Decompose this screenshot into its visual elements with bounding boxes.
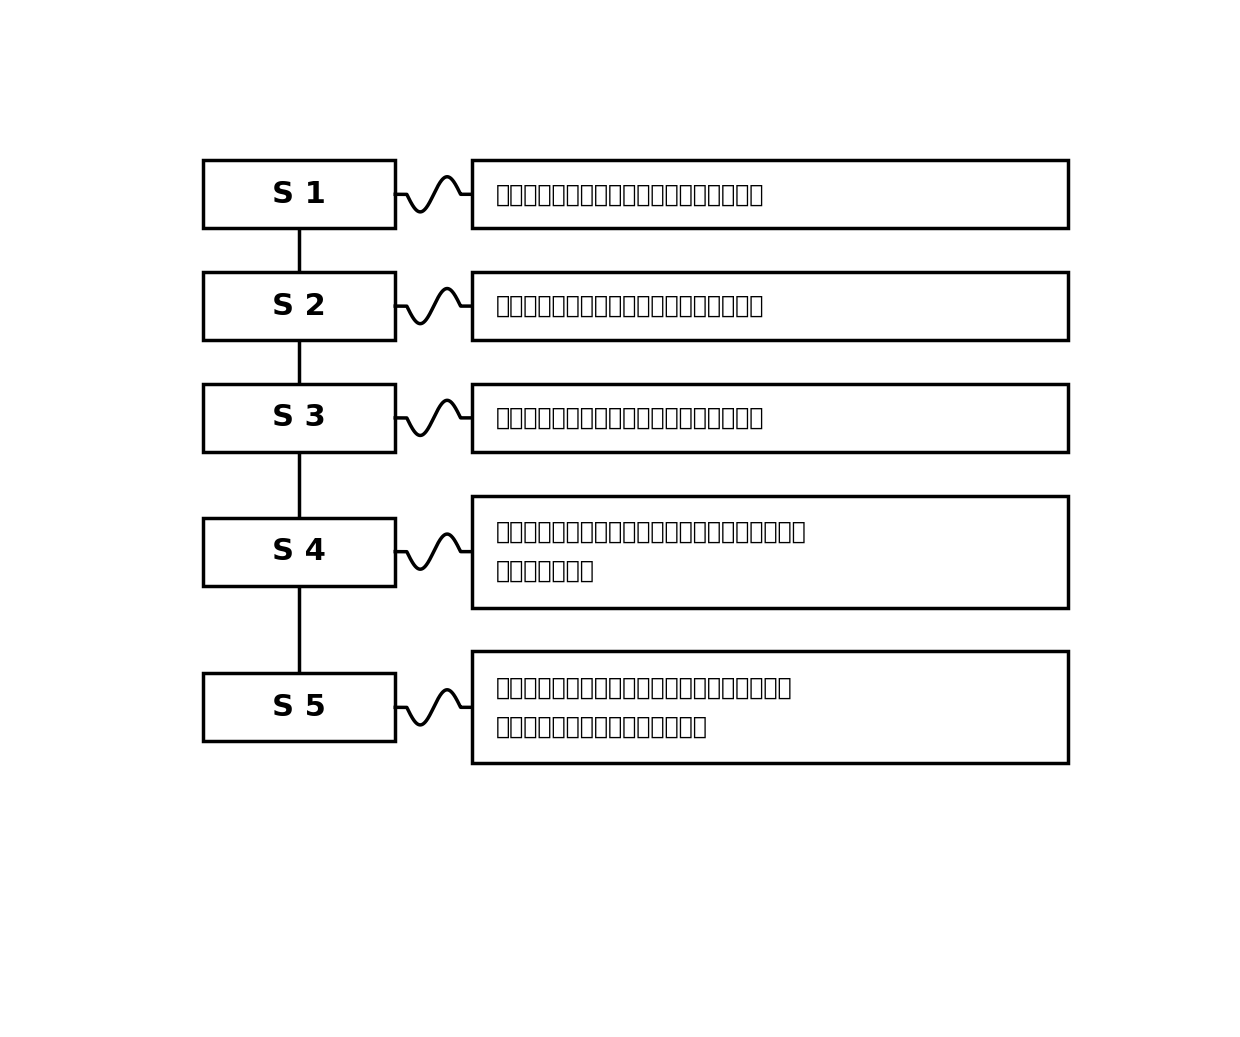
Text: S 5: S 5 [273, 693, 326, 722]
FancyBboxPatch shape [472, 496, 1068, 608]
FancyBboxPatch shape [472, 161, 1068, 228]
FancyBboxPatch shape [203, 384, 396, 452]
FancyBboxPatch shape [472, 384, 1068, 452]
Text: 通过所述光圈内的弧线显示方向，判断偏光片轴
向，弧线所指方向即为偏光片轴向: 通过所述光圈内的弧线显示方向，判断偏光片轴 向，弧线所指方向即为偏光片轴向 [496, 676, 792, 739]
Text: S 1: S 1 [273, 179, 326, 208]
FancyBboxPatch shape [472, 272, 1068, 340]
FancyBboxPatch shape [203, 272, 396, 340]
Text: 观察所述水晶球内部，所述水晶球内部有光圈，所
述光圈内有弧线: 观察所述水晶球内部，所述水晶球内部有光圈，所 述光圈内有弧线 [496, 520, 807, 583]
Text: 将所述水晶球工位设于所述偏光片工位上方: 将所述水晶球工位设于所述偏光片工位上方 [496, 405, 765, 430]
Text: 设置背光源工位、水晶球工位及偏光片工位: 设置背光源工位、水晶球工位及偏光片工位 [496, 183, 765, 206]
Text: 将所述偏光片工位设于所述背光源工位上方: 将所述偏光片工位设于所述背光源工位上方 [496, 295, 765, 318]
Text: S 3: S 3 [273, 403, 326, 432]
Text: S 2: S 2 [273, 291, 326, 320]
FancyBboxPatch shape [203, 161, 396, 228]
FancyBboxPatch shape [203, 517, 396, 586]
FancyBboxPatch shape [472, 651, 1068, 763]
FancyBboxPatch shape [203, 673, 396, 741]
Text: S 4: S 4 [273, 537, 326, 566]
